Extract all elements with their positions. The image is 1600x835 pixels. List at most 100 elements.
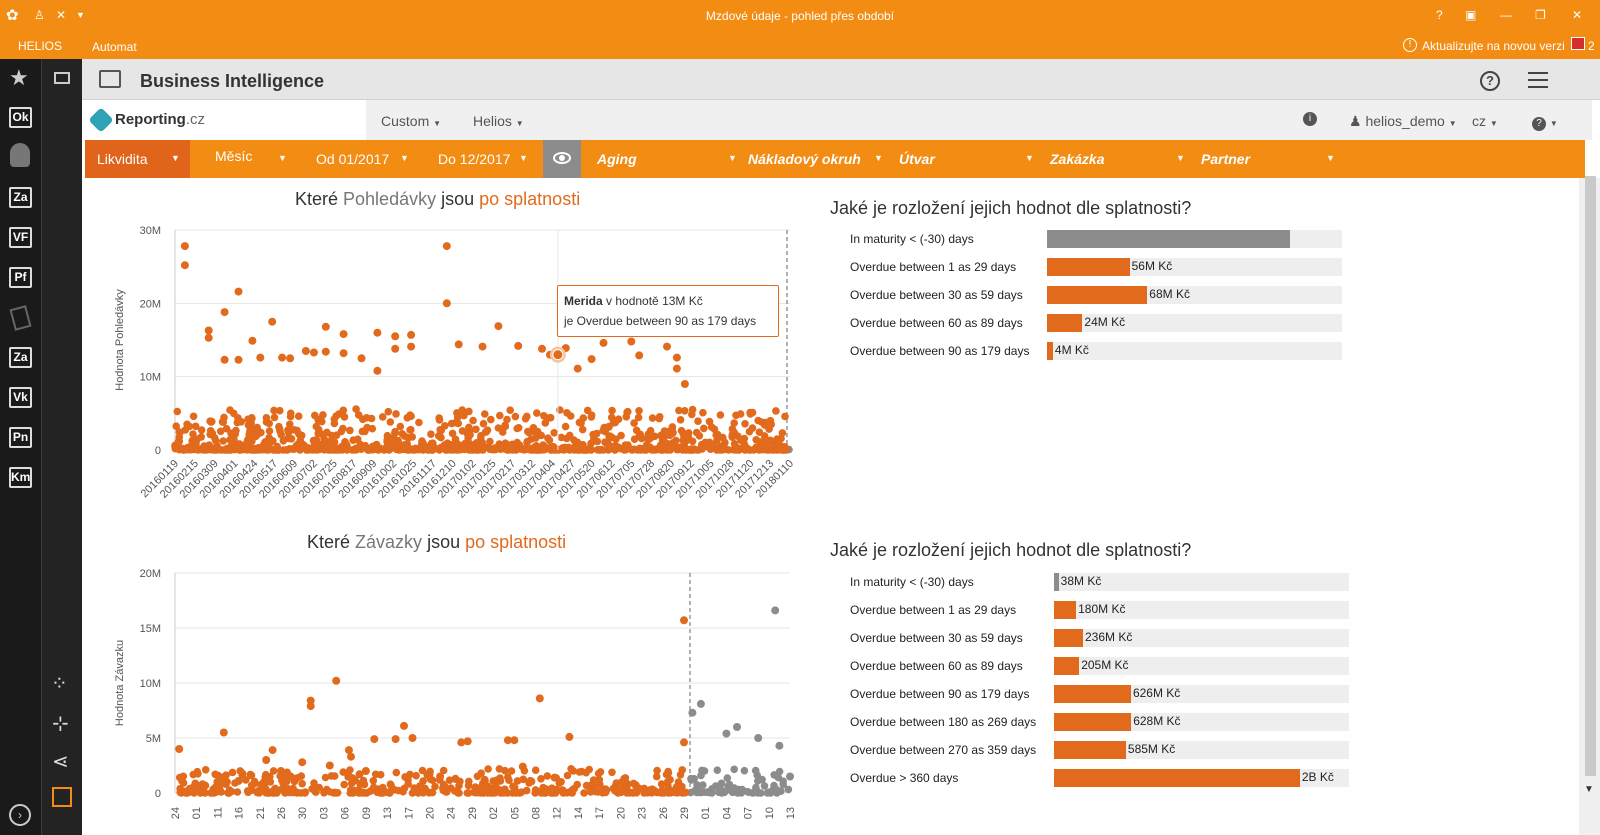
reporting-logo[interactable]: Reporting.cz <box>115 111 205 128</box>
data-point <box>531 766 540 774</box>
menu-automat[interactable]: Automat <box>92 40 137 54</box>
data-point <box>772 407 780 415</box>
update-link[interactable]: Aktualizujte na novou verzi <box>1422 39 1565 53</box>
menu-helios[interactable]: HELIOS <box>18 39 63 53</box>
data-point <box>220 308 229 317</box>
bar-value-label: 38M Kč <box>1060 574 1102 588</box>
menu-helios-nav[interactable]: Helios ▼ <box>473 113 524 129</box>
data-point <box>463 737 472 746</box>
filter-zakazka-label: Zakázka <box>1050 151 1105 167</box>
bar[interactable] <box>1047 286 1148 304</box>
data-point <box>477 769 486 777</box>
bar[interactable] <box>1054 657 1080 675</box>
scrollbar-thumb[interactable] <box>1585 176 1596 776</box>
minimize-icon[interactable]: — <box>1500 8 1512 22</box>
data-point <box>550 429 558 437</box>
restore-panel-icon[interactable]: ▣ <box>1465 8 1477 22</box>
data-point <box>680 789 689 797</box>
caret-down-icon: ▼ <box>728 153 737 163</box>
data-point <box>447 419 456 428</box>
bar[interactable] <box>1054 769 1300 787</box>
expand-icon[interactable]: › <box>9 804 31 826</box>
data-point <box>664 767 672 776</box>
data-point <box>216 427 225 436</box>
sidebar-item-pn[interactable]: Pn <box>9 427 32 448</box>
bar[interactable] <box>1054 601 1077 619</box>
scroll-down-icon[interactable]: ▼ <box>1584 784 1594 795</box>
language-menu[interactable]: cz ▼ <box>1472 113 1498 129</box>
help-menu[interactable]: ? ▼ <box>1532 113 1558 131</box>
data-point <box>472 446 480 454</box>
caret-down-icon: ▼ <box>433 119 442 128</box>
data-point <box>215 784 224 792</box>
data-point <box>339 330 348 339</box>
bar-value-label: 628M Kč <box>1133 714 1181 728</box>
chevron-down-icon[interactable]: ▼ <box>76 10 85 20</box>
maximize-icon[interactable]: ❐ <box>1535 8 1546 22</box>
bar[interactable] <box>1054 741 1126 759</box>
hamburger-icon[interactable] <box>1528 72 1548 88</box>
hierarchy-icon[interactable]: ⊹ <box>52 713 69 735</box>
person-icon[interactable] <box>10 143 30 167</box>
bar[interactable] <box>1047 258 1130 276</box>
bar[interactable] <box>1054 685 1131 703</box>
caret-down-icon: ▼ <box>1489 119 1498 128</box>
caret-down-icon: ▼ <box>171 153 180 163</box>
layout-icon[interactable] <box>52 787 72 807</box>
menu-helios-label: Helios <box>473 113 512 129</box>
data-point <box>214 771 222 780</box>
bar-category-label: Overdue between 60 as 89 days <box>850 659 1023 673</box>
sidebar-item-vf[interactable]: VF <box>9 227 32 248</box>
panel-toggle-icon[interactable] <box>54 72 70 84</box>
bar[interactable] <box>1047 314 1083 332</box>
bar[interactable] <box>1054 573 1059 591</box>
title-part: Které <box>307 532 356 552</box>
data-point <box>680 380 689 388</box>
bar[interactable] <box>1054 629 1083 647</box>
data-point <box>658 435 667 444</box>
help-icon[interactable]: ? <box>1436 8 1443 22</box>
network-icon[interactable]: ⁘ <box>51 673 68 695</box>
sidebar-item-za[interactable]: Za <box>9 187 32 208</box>
tooltip-name: Merida <box>564 294 603 308</box>
bar-category-label: Overdue between 30 as 59 days <box>850 288 1023 302</box>
sidebar-item-za2[interactable]: Za <box>9 347 32 368</box>
data-point <box>482 428 491 436</box>
data-point <box>733 723 741 731</box>
sidebar-item-vk[interactable]: Vk <box>9 387 32 408</box>
visibility-toggle[interactable] <box>543 140 581 178</box>
user-menu[interactable]: ♟ helios_demo ▼ <box>1349 113 1457 130</box>
data-point <box>386 780 395 788</box>
data-point <box>663 429 672 438</box>
bar[interactable] <box>1054 713 1132 731</box>
bar[interactable] <box>1047 230 1291 248</box>
document-icon[interactable] <box>9 305 32 331</box>
share-icon[interactable]: ⋖ <box>52 751 69 773</box>
data-point <box>506 406 514 414</box>
caret-down-icon: ▼ <box>278 153 287 163</box>
user-icon[interactable]: ♙ <box>34 8 45 22</box>
data-point <box>398 786 407 795</box>
data-point <box>625 788 633 797</box>
sidebar-item-pf[interactable]: Pf <box>9 267 32 288</box>
payables-scatter-chart[interactable]: 0 5M 10M 15M 20M Hodnota Závazku 24 01 11 16 21 26 3… <box>85 561 805 835</box>
filter-likvidita[interactable]: Likvidita ▼ <box>85 140 190 178</box>
tools-icon[interactable]: ✕ <box>56 8 67 22</box>
notification-icon[interactable] <box>1571 37 1585 50</box>
star-icon[interactable]: ★ <box>9 65 29 90</box>
menu-custom[interactable]: Custom ▼ <box>381 113 441 129</box>
info-circle-icon[interactable]: i <box>1303 112 1317 126</box>
x-tick-label: 26 <box>276 807 288 819</box>
bar-value-label: 236M Kč <box>1085 630 1133 644</box>
receivables-distribution-title: Jaké je rozložení jejich hodnot dle spla… <box>830 198 1192 218</box>
data-point <box>465 426 474 435</box>
sidebar-item-km[interactable]: Km <box>9 467 32 488</box>
sidebar-item-ok[interactable]: Ok <box>9 107 32 128</box>
help-circle-icon[interactable]: ? <box>1480 71 1500 91</box>
data-point <box>523 412 531 421</box>
close-icon[interactable]: ✕ <box>1572 8 1583 22</box>
bar[interactable] <box>1047 342 1053 360</box>
data-point <box>279 779 287 788</box>
data-point <box>325 761 334 770</box>
